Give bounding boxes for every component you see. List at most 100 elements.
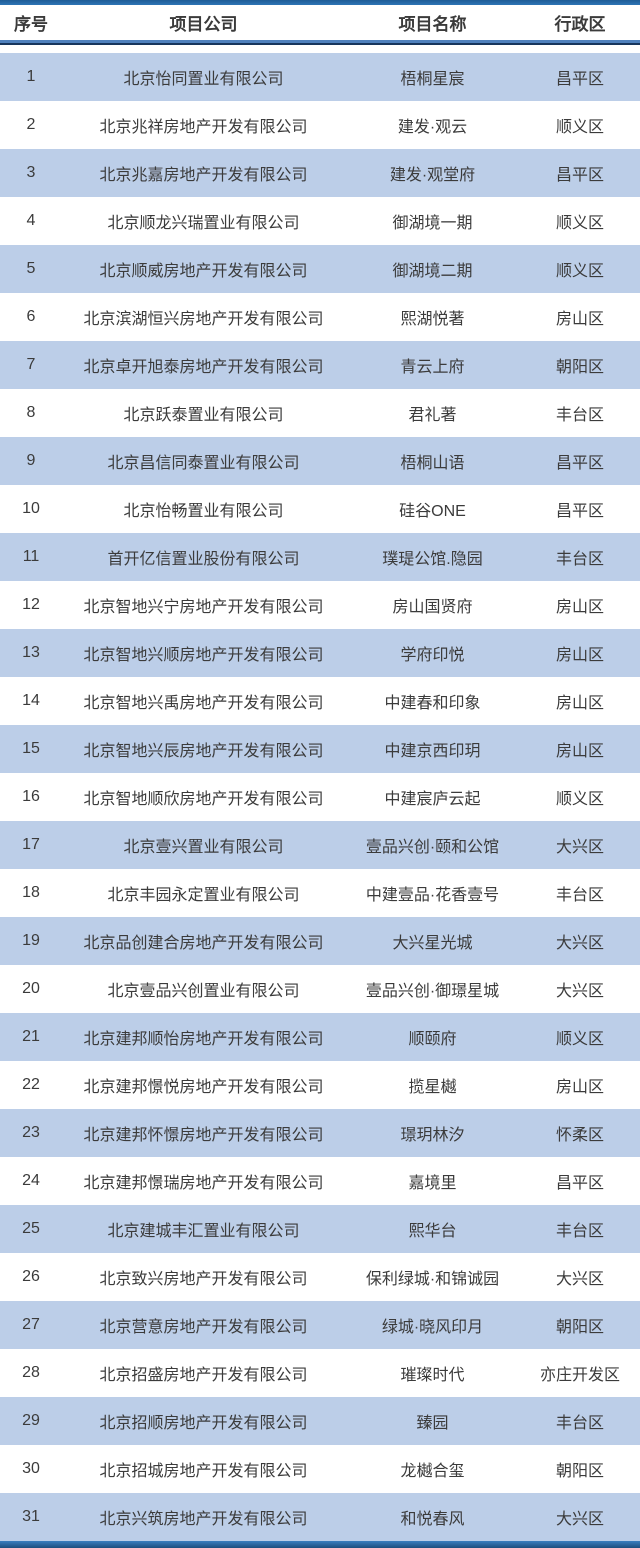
cell-project: 壹品兴创·御璟星城	[365, 983, 500, 1000]
cell-index: 8	[26, 404, 36, 421]
cell-index: 9	[26, 452, 36, 469]
table-row: 30 北京招城房地产开发有限公司 龙樾合玺 朝阳区	[0, 1445, 640, 1493]
cell-company: 北京智地兴辰房地产开发有限公司	[83, 743, 324, 760]
cell-company: 北京招顺房地产开发有限公司	[99, 1415, 308, 1432]
cell-project: 梧桐星宸	[400, 71, 465, 88]
table-row: 19 北京品创建合房地产开发有限公司 大兴星光城 大兴区	[0, 917, 640, 965]
table-body: 1 北京怡同置业有限公司 梧桐星宸 昌平区 2 北京兆祥房地产开发有限公司 建发…	[0, 53, 640, 1541]
cell-project: 中建春和印象	[384, 695, 481, 712]
cell-district: 大兴区	[555, 935, 604, 952]
cell-company: 北京致兴房地产开发有限公司	[99, 1271, 308, 1288]
cell-company: 北京品创建合房地产开发有限公司	[83, 935, 324, 952]
table-row: 16 北京智地顺欣房地产开发有限公司 中建宸庐云起 顺义区	[0, 773, 640, 821]
cell-company: 北京丰园永定置业有限公司	[107, 887, 300, 904]
cell-company: 北京卓开旭泰房地产开发有限公司	[83, 359, 324, 376]
cell-company: 北京智地兴禹房地产开发有限公司	[83, 695, 324, 712]
table-row: 29 北京招顺房地产开发有限公司 臻园 丰台区	[0, 1397, 640, 1445]
cell-project: 梧桐山语	[400, 455, 465, 472]
cell-company: 北京兆嘉房地产开发有限公司	[99, 167, 308, 184]
cell-project: 中建宸庐云起	[384, 791, 481, 808]
cell-index: 19	[22, 932, 40, 949]
table-row: 18 北京丰园永定置业有限公司 中建壹品·花香壹号 丰台区	[0, 869, 640, 917]
cell-index: 25	[22, 1220, 40, 1237]
cell-district: 丰台区	[555, 887, 604, 904]
table-row: 4 北京顺龙兴瑞置业有限公司 御湖境一期 顺义区	[0, 197, 640, 245]
cell-index: 15	[22, 740, 40, 757]
cell-district: 大兴区	[555, 1271, 604, 1288]
cell-district: 朝阳区	[555, 1463, 604, 1480]
cell-index: 21	[22, 1028, 40, 1045]
cell-district: 顺义区	[555, 791, 604, 808]
table-row: 23 北京建邦怀憬房地产开发有限公司 璟玥林汐 怀柔区	[0, 1109, 640, 1157]
cell-company: 北京跃泰置业有限公司	[123, 407, 284, 424]
table-bottom-border	[0, 1541, 640, 1548]
cell-project: 和悦春风	[400, 1511, 465, 1528]
cell-project: 君礼著	[408, 407, 457, 424]
table-row: 12 北京智地兴宁房地产开发有限公司 房山国贤府 房山区	[0, 581, 640, 629]
cell-district: 昌平区	[555, 167, 604, 184]
table-row: 13 北京智地兴顺房地产开发有限公司 学府印悦 房山区	[0, 629, 640, 677]
cell-company: 北京滨湖恒兴房地产开发有限公司	[83, 311, 324, 328]
table-header-row: 序号 项目公司 项目名称 行政区	[0, 5, 640, 40]
cell-project: 臻园	[416, 1415, 449, 1432]
cell-index: 26	[22, 1268, 40, 1285]
cell-index: 18	[22, 884, 40, 901]
cell-index: 23	[22, 1124, 40, 1141]
cell-project: 房山国贤府	[392, 599, 473, 616]
table-row: 20 北京壹品兴创置业有限公司 壹品兴创·御璟星城 大兴区	[0, 965, 640, 1013]
cell-district: 丰台区	[555, 407, 604, 424]
cell-project: 御湖境一期	[392, 215, 473, 232]
col-header-company: 项目公司	[169, 15, 238, 34]
cell-index: 1	[26, 68, 36, 85]
cell-district: 亦庄开发区	[539, 1367, 620, 1384]
cell-district: 昌平区	[555, 1175, 604, 1192]
cell-project: 学府印悦	[400, 647, 465, 664]
cell-project: 青云上府	[400, 359, 465, 376]
cell-project: 顺颐府	[408, 1031, 457, 1048]
cell-company: 北京怡同置业有限公司	[123, 71, 284, 88]
table-row: 6 北京滨湖恒兴房地产开发有限公司 熙湖悦著 房山区	[0, 293, 640, 341]
cell-index: 27	[22, 1316, 40, 1333]
table-row: 10 北京怡畅置业有限公司 硅谷ONE 昌平区	[0, 485, 640, 533]
cell-company: 北京兆祥房地产开发有限公司	[99, 119, 308, 136]
cell-project: 壹品兴创·颐和公馆	[365, 839, 500, 856]
cell-district: 朝阳区	[555, 1319, 604, 1336]
cell-company: 北京兴筑房地产开发有限公司	[99, 1511, 308, 1528]
col-header-project: 项目名称	[398, 15, 467, 34]
cell-index: 4	[26, 212, 36, 229]
cell-district: 昌平区	[555, 455, 604, 472]
table-row: 24 北京建邦憬瑞房地产开发有限公司 嘉境里 昌平区	[0, 1157, 640, 1205]
cell-project: 熙湖悦著	[400, 311, 465, 328]
table-header-border	[0, 40, 640, 45]
cell-index: 31	[22, 1508, 40, 1525]
cell-project: 嘉境里	[408, 1175, 457, 1192]
table-row: 21 北京建邦顺怡房地产开发有限公司 顺颐府 顺义区	[0, 1013, 640, 1061]
cell-district: 房山区	[555, 695, 604, 712]
cell-district: 顺义区	[555, 119, 604, 136]
cell-district: 顺义区	[555, 1031, 604, 1048]
table-row: 3 北京兆嘉房地产开发有限公司 建发·观堂府 昌平区	[0, 149, 640, 197]
cell-index: 28	[22, 1364, 40, 1381]
col-header-district: 行政区	[554, 15, 606, 34]
table-row: 9 北京昌信同泰置业有限公司 梧桐山语 昌平区	[0, 437, 640, 485]
table-row: 27 北京营意房地产开发有限公司 绿城·晓风印月 朝阳区	[0, 1301, 640, 1349]
cell-project: 大兴星光城	[392, 935, 473, 952]
col-header-index: 序号	[14, 15, 48, 34]
cell-district: 昌平区	[555, 503, 604, 520]
cell-project: 熙华台	[408, 1223, 457, 1240]
table-row: 31 北京兴筑房地产开发有限公司 和悦春风 大兴区	[0, 1493, 640, 1541]
cell-district: 房山区	[555, 1079, 604, 1096]
cell-company: 北京招城房地产开发有限公司	[99, 1463, 308, 1480]
cell-district: 丰台区	[555, 1415, 604, 1432]
cell-company: 北京建城丰汇置业有限公司	[107, 1223, 300, 1240]
table-row: 17 北京壹兴置业有限公司 壹品兴创·颐和公馆 大兴区	[0, 821, 640, 869]
cell-district: 房山区	[555, 311, 604, 328]
cell-index: 16	[22, 788, 40, 805]
cell-index: 13	[22, 644, 40, 661]
cell-company: 北京建邦憬悦房地产开发有限公司	[83, 1079, 324, 1096]
cell-index: 30	[22, 1460, 40, 1477]
cell-index: 14	[22, 692, 40, 709]
cell-district: 朝阳区	[555, 359, 604, 376]
cell-project: 保利绿城·和锦诚园	[365, 1271, 500, 1288]
